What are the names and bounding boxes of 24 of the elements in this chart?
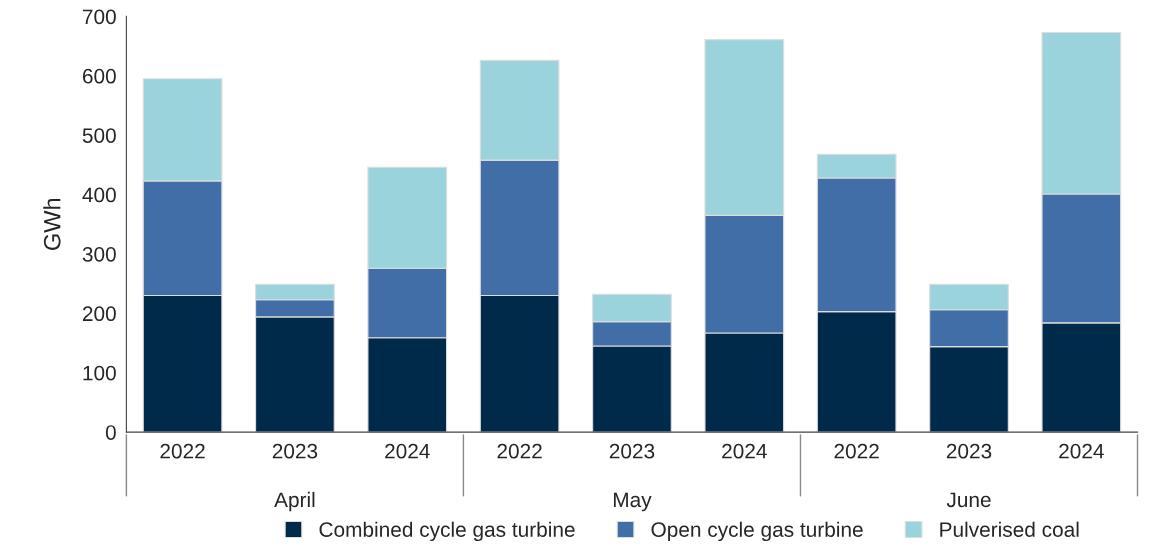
y-tick-label: 100 — [83, 365, 116, 381]
x-tick-label: 2022 — [834, 443, 879, 459]
legend-label: Pulverised coal — [940, 521, 1079, 537]
x-tick-label: 2024 — [385, 443, 430, 459]
legend-label: Open cycle gas turbine — [651, 521, 863, 542]
text: April — [274, 491, 315, 512]
legend-label: Combined cycle gas turbine — [319, 521, 575, 542]
y-axis-title: GWh — [43, 198, 61, 250]
y-tick-label: 400 — [82, 187, 116, 203]
x-tick-label: 2022 — [497, 443, 542, 459]
x-tick-label: 2023 — [609, 443, 655, 459]
x-tick-label: 2024 — [1059, 443, 1104, 459]
text: May — [613, 492, 652, 512]
y-tick-label: 700 — [82, 9, 116, 25]
y-tick-label: 0 — [105, 425, 116, 440]
y-tick-label: 600 — [82, 68, 116, 84]
x-tick-label: 2023 — [272, 443, 318, 459]
y-tick-label: 500 — [82, 128, 116, 143]
y-tick-label: 200 — [82, 306, 116, 322]
x-tick-label: 2024 — [722, 443, 767, 459]
x-tick-label: 2023 — [946, 443, 992, 459]
y-tick-label: 300 — [82, 246, 116, 262]
text: June — [946, 492, 991, 508]
x-tick-label: 2022 — [160, 443, 205, 459]
